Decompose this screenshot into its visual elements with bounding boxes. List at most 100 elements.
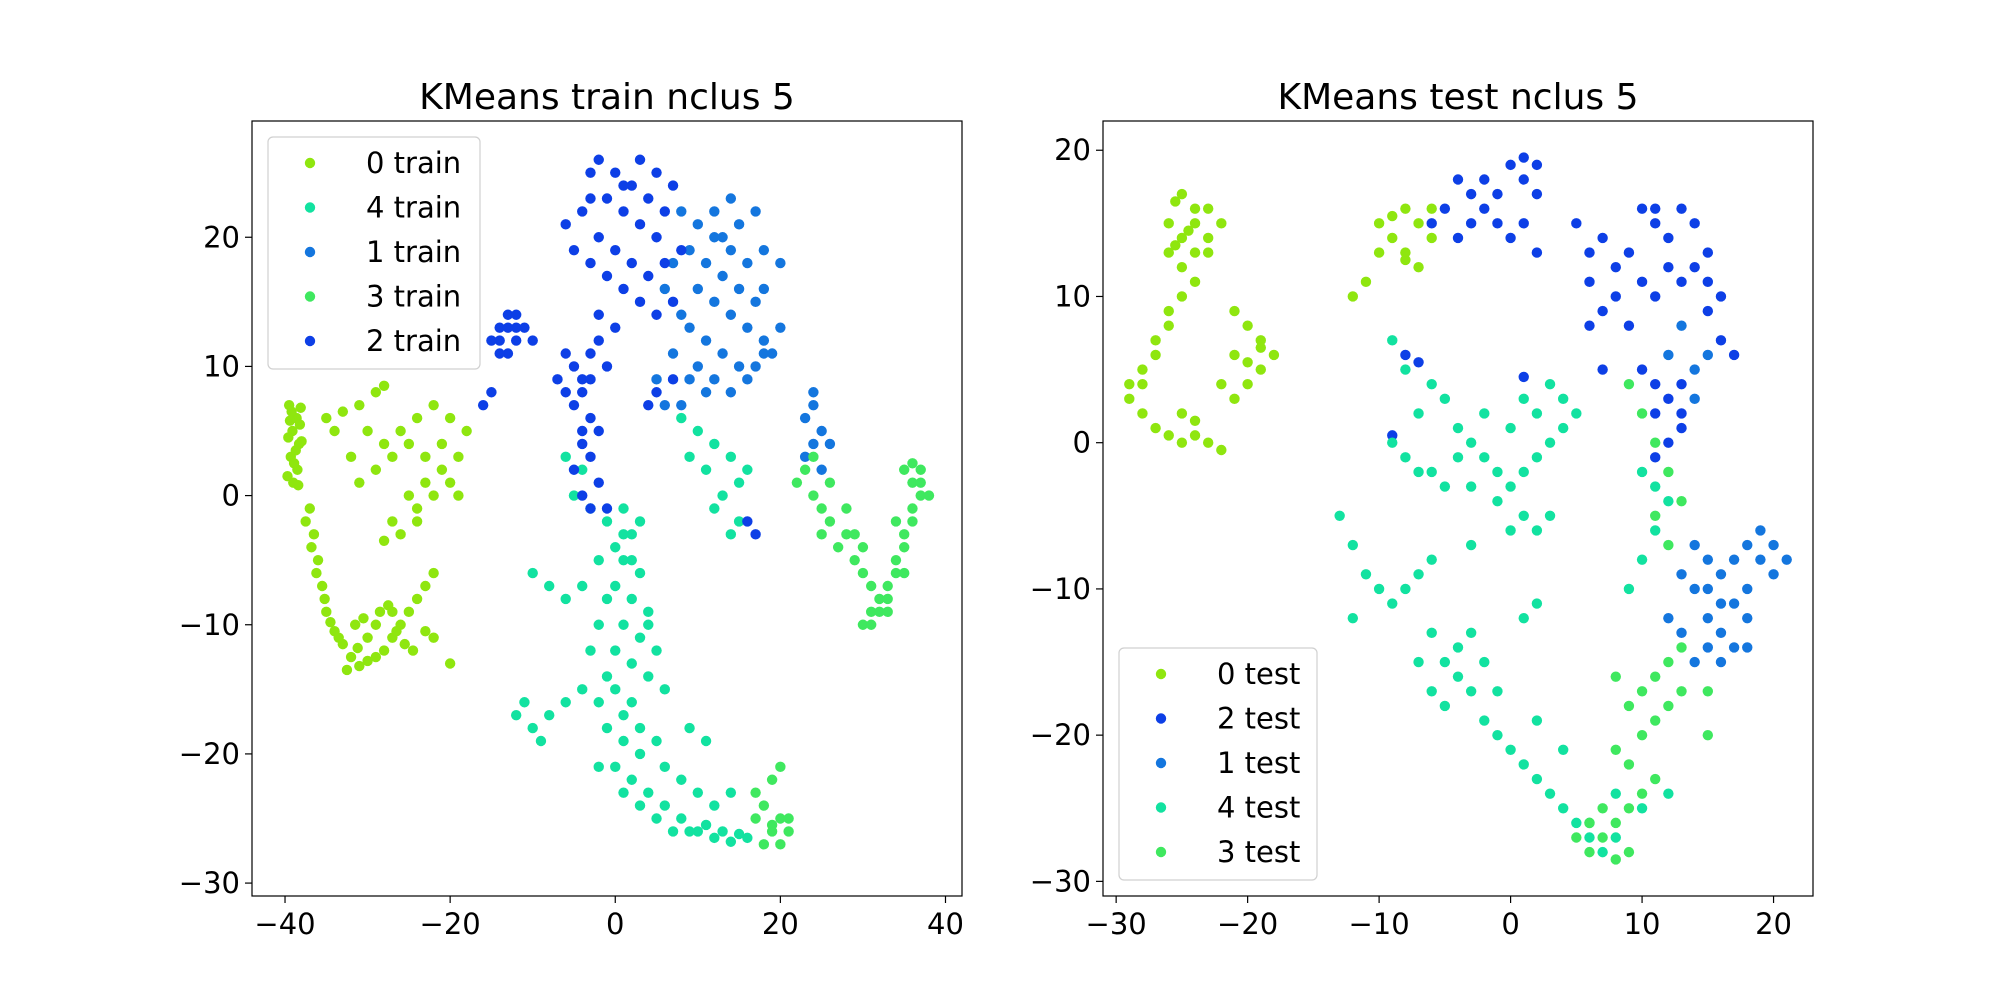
data-point — [1465, 539, 1477, 551]
data-point — [1189, 218, 1201, 229]
data-point — [659, 761, 670, 773]
data-point — [1742, 642, 1753, 653]
data-point — [585, 167, 596, 178]
data-point — [634, 632, 646, 643]
data-point — [1242, 320, 1253, 331]
data-point — [725, 836, 737, 847]
data-point — [444, 412, 456, 424]
data-point — [634, 516, 646, 527]
data-point — [391, 626, 402, 637]
data-point — [907, 458, 918, 469]
data-point — [733, 828, 745, 840]
data-point — [527, 335, 538, 346]
data-point — [1623, 320, 1635, 331]
data-point — [577, 374, 588, 385]
data-point — [395, 529, 406, 540]
data-point — [890, 567, 902, 579]
chart-title: KMeans train nclus 5 — [419, 77, 795, 118]
y-tick-label: −20 — [179, 737, 240, 771]
data-point — [1623, 846, 1635, 858]
data-point — [1689, 364, 1700, 375]
data-point — [601, 722, 613, 734]
data-point — [1728, 642, 1740, 653]
data-point — [1413, 262, 1424, 273]
data-point — [610, 167, 621, 178]
data-point — [1255, 335, 1266, 346]
data-point — [1623, 247, 1635, 258]
data-point — [857, 619, 869, 630]
legend-frame — [267, 136, 481, 370]
data-point — [1400, 254, 1411, 266]
data-point — [857, 542, 869, 553]
data-point — [1505, 744, 1516, 755]
data-point — [775, 322, 786, 333]
chart-title: KMeans test nclus 5 — [1277, 77, 1638, 118]
data-point — [1676, 320, 1687, 331]
data-point — [560, 451, 571, 463]
data-point — [667, 257, 679, 269]
data-point — [1650, 379, 1661, 390]
data-point — [684, 374, 695, 385]
data-point — [535, 735, 547, 747]
data-point — [626, 593, 637, 605]
data-point — [709, 438, 720, 450]
data-point — [882, 580, 893, 592]
data-point — [1636, 686, 1648, 697]
data-point — [1689, 218, 1700, 229]
data-point — [593, 761, 604, 773]
data-point — [684, 826, 695, 837]
data-point — [684, 244, 695, 256]
data-point — [643, 619, 654, 630]
data-point — [1137, 379, 1148, 390]
data-point — [626, 257, 637, 269]
data-point — [634, 722, 646, 734]
data-point — [453, 490, 464, 501]
data-point — [1702, 642, 1714, 653]
data-point — [1650, 510, 1661, 522]
data-point — [1426, 379, 1437, 390]
data-point — [387, 606, 398, 618]
data-point — [1163, 305, 1174, 317]
data-point — [494, 348, 505, 359]
data-point — [370, 651, 382, 663]
data-point — [593, 477, 604, 488]
data-point — [1360, 569, 1372, 580]
data-point — [1479, 452, 1490, 463]
data-point — [915, 490, 926, 501]
legend-marker — [304, 335, 316, 347]
data-point — [1702, 276, 1714, 288]
data-point — [1163, 320, 1174, 331]
data-point — [1636, 276, 1648, 288]
data-point — [717, 826, 728, 837]
data-point — [700, 387, 712, 398]
data-point — [1676, 408, 1687, 419]
data-point — [577, 580, 588, 592]
data-point — [1347, 612, 1359, 624]
data-point — [610, 684, 621, 695]
legend-frame — [1118, 647, 1318, 881]
data-point — [651, 645, 662, 656]
data-point — [618, 283, 629, 295]
data-point — [659, 283, 670, 295]
data-point — [692, 826, 704, 837]
data-point — [1610, 671, 1621, 682]
data-point — [676, 309, 687, 320]
data-point — [1137, 364, 1148, 375]
data-point — [1597, 846, 1608, 858]
data-point — [1518, 218, 1529, 229]
data-point — [436, 438, 448, 450]
data-point — [358, 613, 369, 624]
data-point — [1584, 276, 1595, 288]
data-point — [568, 361, 580, 372]
data-point — [775, 839, 786, 850]
data-point — [890, 554, 902, 566]
data-point — [651, 232, 662, 243]
data-point — [651, 813, 662, 824]
data-point — [593, 232, 604, 243]
data-point — [283, 432, 294, 443]
data-point — [1465, 686, 1477, 697]
data-point — [758, 335, 770, 346]
legend-marker — [1155, 846, 1167, 858]
data-point — [1663, 437, 1674, 448]
data-point — [1597, 305, 1608, 317]
